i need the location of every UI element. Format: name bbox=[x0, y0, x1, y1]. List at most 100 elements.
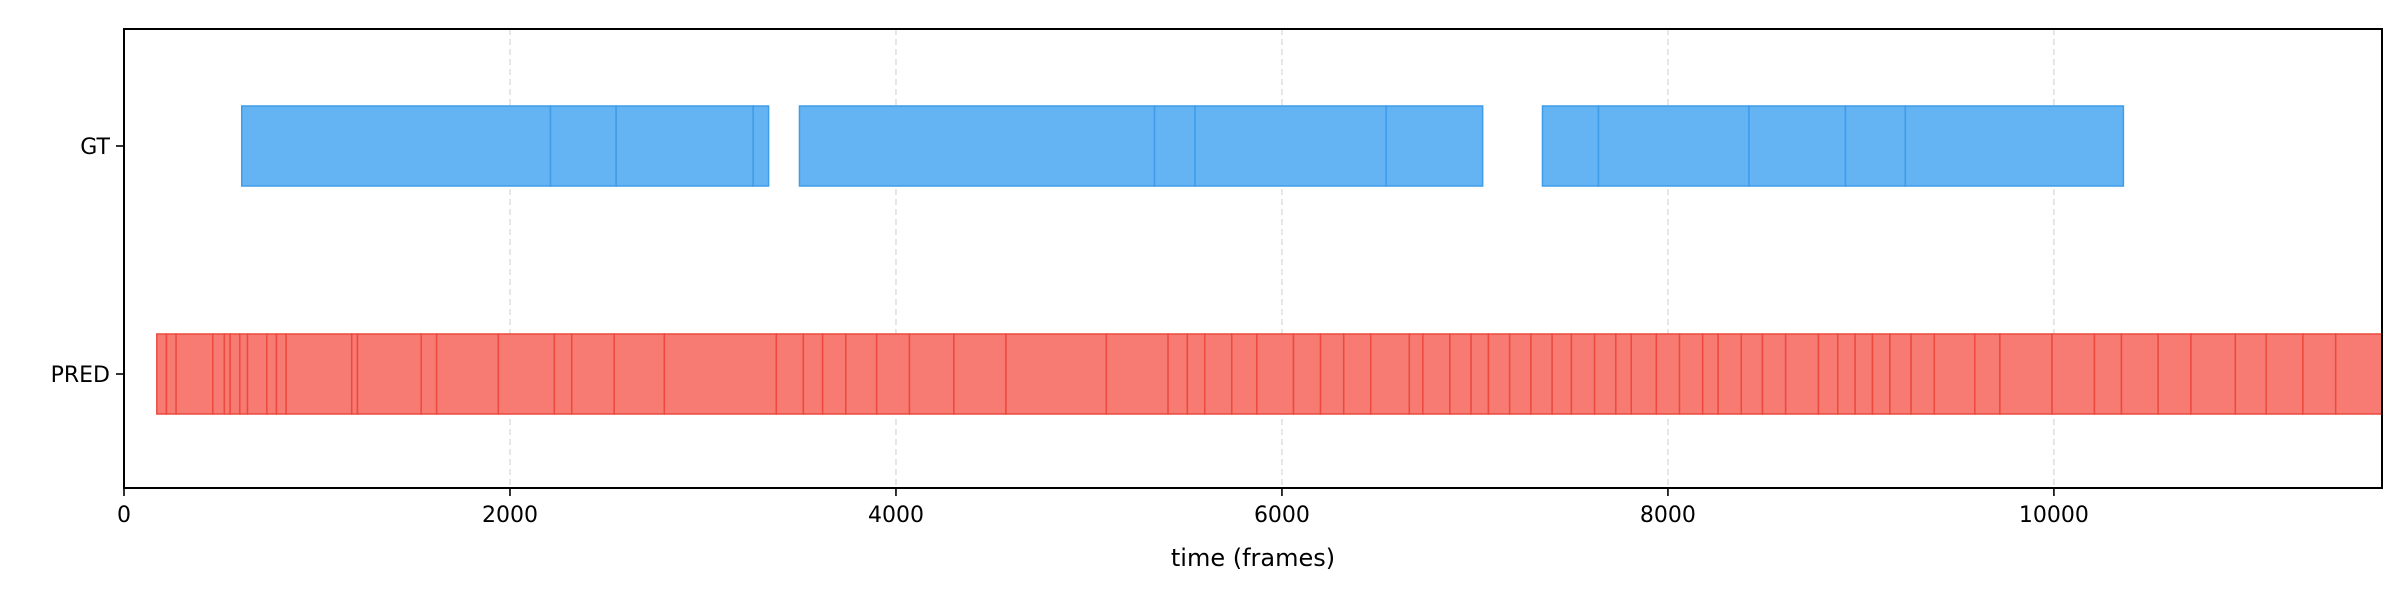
segment-bar-pred bbox=[2093, 333, 2123, 415]
segment-bar-pred bbox=[1678, 333, 1704, 415]
segment-bar-gt bbox=[240, 105, 552, 187]
segment-bar-pred bbox=[1889, 333, 1912, 415]
segment-bar-pred bbox=[1408, 333, 1424, 415]
segment-bar-pred bbox=[953, 333, 1007, 415]
segment-bar-pred bbox=[1717, 333, 1743, 415]
segment-bar-pred bbox=[1854, 333, 1874, 415]
segment-bar-pred bbox=[613, 333, 666, 415]
segment-bar-gt bbox=[1541, 105, 1600, 187]
x-tick-label: 4000 bbox=[868, 503, 924, 528]
segment-bar-pred bbox=[356, 333, 422, 415]
segment-bar-pred bbox=[2051, 333, 2096, 415]
y-tick-label: PRED bbox=[51, 363, 110, 388]
segment-bar-pred bbox=[1871, 333, 1891, 415]
segment-bar-pred bbox=[275, 333, 287, 415]
segment-bar-pred bbox=[1231, 333, 1258, 415]
segment-bar-pred bbox=[1615, 333, 1633, 415]
segment-bar-pred bbox=[908, 333, 955, 415]
x-ticks: 0 2000 4000 6000 8000 10000 bbox=[117, 488, 2089, 528]
segment-bar-pred bbox=[350, 333, 359, 415]
segment-bar-gt bbox=[1153, 105, 1196, 187]
segment-bar-pred bbox=[156, 333, 168, 415]
segment-bar-pred bbox=[1701, 333, 1719, 415]
segment-bar-pred bbox=[2120, 333, 2159, 415]
x-tick-label: 2000 bbox=[482, 503, 538, 528]
segment-bar-pred bbox=[1422, 333, 1451, 415]
segment-bar-pred bbox=[2157, 333, 2192, 415]
segment-bar-pred bbox=[1593, 333, 1617, 415]
segment-bar-pred bbox=[1319, 333, 1345, 415]
segment-bar-pred bbox=[212, 333, 226, 415]
segment-bar-pred bbox=[1369, 333, 1411, 415]
segment-bar-gt bbox=[1597, 105, 1750, 187]
segment-bar-pred bbox=[775, 333, 805, 415]
segment-bar-pred bbox=[2190, 333, 2237, 415]
segment-bar-pred bbox=[2234, 333, 2267, 415]
segment-bar-pred bbox=[2302, 333, 2337, 415]
segment-bar-gt bbox=[1748, 105, 1847, 187]
segment-bar-gt bbox=[1194, 105, 1387, 187]
segment-bar-pred bbox=[1551, 333, 1573, 415]
segment-bar-pred bbox=[570, 333, 615, 415]
segment-bar-pred bbox=[553, 333, 573, 415]
segment-bar-pred bbox=[1470, 333, 1490, 415]
segment-bar-pred bbox=[1933, 333, 1976, 415]
y-tick-label: GT bbox=[80, 135, 110, 160]
plot-frame bbox=[123, 28, 2383, 489]
segment-bar-pred bbox=[1740, 333, 1764, 415]
segment-bar-pred bbox=[165, 333, 177, 415]
segment-bar-pred bbox=[875, 333, 911, 415]
segment-bars bbox=[156, 105, 2383, 415]
segment-bar-gt bbox=[798, 105, 1156, 187]
segment-bar-pred bbox=[821, 333, 847, 415]
segment-bar-pred bbox=[435, 333, 500, 415]
segment-bar-pred bbox=[1167, 333, 1189, 415]
segment-bar-pred bbox=[1487, 333, 1511, 415]
segment-bar-pred bbox=[663, 333, 778, 415]
segment-bar-pred bbox=[1837, 333, 1856, 415]
segment-bar-pred bbox=[497, 333, 556, 415]
segment-bar-gt bbox=[1385, 105, 1484, 187]
segment-bar-pred bbox=[1292, 333, 1322, 415]
segment-bar-pred bbox=[239, 333, 249, 415]
segment-bar-pred bbox=[1449, 333, 1472, 415]
segment-bar-pred bbox=[1570, 333, 1596, 415]
segment-bar-pred bbox=[1784, 333, 1820, 415]
segment-bar-pred bbox=[845, 333, 878, 415]
segment-bar-pred bbox=[1910, 333, 1936, 415]
segment-bar-pred bbox=[1204, 333, 1233, 415]
segment-bar-pred bbox=[802, 333, 824, 415]
segment-bar-pred bbox=[175, 333, 214, 415]
segment-bar-gt bbox=[549, 105, 617, 187]
segment-bar-pred bbox=[2334, 333, 2383, 415]
segment-bar-pred bbox=[1530, 333, 1553, 415]
segment-bar-pred bbox=[2265, 333, 2304, 415]
x-tick-label: 6000 bbox=[1254, 503, 1310, 528]
segment-bar-pred bbox=[229, 333, 241, 415]
segment-bar-pred bbox=[266, 333, 278, 415]
x-tick-label: 8000 bbox=[1640, 503, 1696, 528]
segment-bar-pred bbox=[1630, 333, 1658, 415]
segment-bar-pred bbox=[1186, 333, 1206, 415]
segment-bar-pred bbox=[1105, 333, 1169, 415]
segment-bar-gt bbox=[615, 105, 754, 187]
segment-bar-gt bbox=[752, 105, 770, 187]
segment-bar-pred bbox=[223, 333, 231, 415]
x-tick-label: 10000 bbox=[2019, 503, 2089, 528]
segment-bar-gt bbox=[1904, 105, 2125, 187]
segment-bar-pred bbox=[285, 333, 353, 415]
x-tick-label: 0 bbox=[117, 503, 131, 528]
segment-bar-pred bbox=[1342, 333, 1372, 415]
segment-bar-pred bbox=[1655, 333, 1681, 415]
y-ticks: GT PRED bbox=[51, 135, 124, 388]
segment-bar-pred bbox=[1999, 333, 2053, 415]
segment-bar-pred bbox=[1817, 333, 1839, 415]
grid-lines bbox=[123, 29, 2055, 488]
x-axis-label: time (frames) bbox=[1171, 544, 1335, 572]
segment-bar-pred bbox=[420, 333, 438, 415]
segment-bar-gt bbox=[1844, 105, 1907, 187]
segment-bar-pred bbox=[1761, 333, 1787, 415]
segment-bar-pred bbox=[1005, 333, 1108, 415]
segment-bar-pred bbox=[1256, 333, 1295, 415]
